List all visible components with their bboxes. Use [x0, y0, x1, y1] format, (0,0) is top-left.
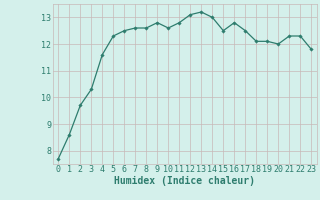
X-axis label: Humidex (Indice chaleur): Humidex (Indice chaleur): [114, 176, 255, 186]
